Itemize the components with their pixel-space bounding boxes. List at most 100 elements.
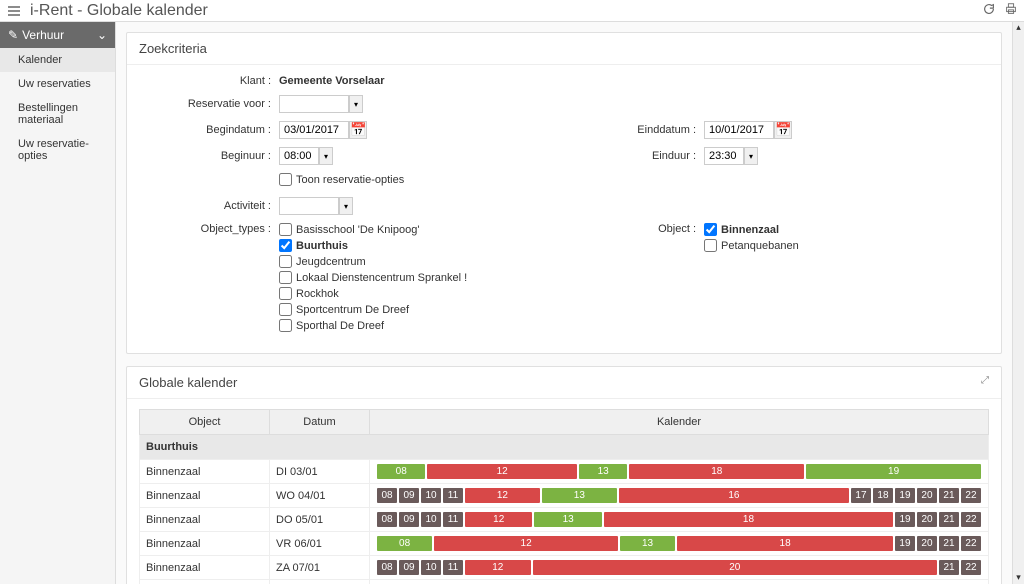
scrollbar[interactable]: ▴ ▾ — [1012, 22, 1024, 584]
einduur-dd-btn[interactable]: ▾ — [744, 147, 758, 165]
beginuur-dd-btn[interactable]: ▾ — [319, 147, 333, 165]
scroll-down-icon[interactable]: ▾ — [1013, 572, 1024, 584]
object-type-label-3: Lokaal Dienstencentrum Sprankel ! — [296, 272, 467, 284]
time-slot[interactable]: 10 — [421, 488, 441, 503]
sidebar-item-0[interactable]: Kalender — [0, 48, 115, 72]
col-kalender: Kalender — [370, 410, 989, 435]
beginuur-label: Beginuur : — [139, 150, 279, 162]
time-slot[interactable]: 21 — [939, 488, 959, 503]
object-checkbox-0[interactable] — [704, 223, 717, 236]
einddatum-input[interactable] — [704, 121, 774, 139]
time-slot[interactable]: 22 — [961, 488, 981, 503]
time-slot[interactable]: 20 — [533, 560, 938, 575]
toon-opties-checkbox[interactable] — [279, 173, 292, 186]
time-slot[interactable]: 10 — [421, 512, 441, 527]
time-slot[interactable]: 08 — [377, 536, 432, 551]
time-slot[interactable]: 20 — [917, 536, 937, 551]
col-datum: Datum — [270, 410, 370, 435]
object-type-label-2: Jeugdcentrum — [296, 256, 366, 268]
reservatie-input[interactable] — [279, 95, 349, 113]
print-icon[interactable] — [1004, 2, 1018, 19]
time-slot[interactable]: 18 — [629, 464, 804, 479]
row-date: ZO 08/01 — [270, 580, 370, 584]
time-slot[interactable]: 18 — [677, 536, 893, 551]
time-slot[interactable]: 08 — [377, 488, 397, 503]
beginuur-input[interactable] — [279, 147, 319, 165]
time-slot[interactable]: 19 — [895, 488, 915, 503]
activiteit-input[interactable] — [279, 197, 339, 215]
sidebar-item-3[interactable]: Uw reservatie-opties — [0, 132, 115, 168]
object-type-label-1: Buurthuis — [296, 240, 348, 252]
time-slot[interactable]: 19 — [895, 512, 915, 527]
scroll-up-icon[interactable]: ▴ — [1013, 22, 1024, 34]
time-slot[interactable]: 13 — [542, 488, 617, 503]
time-slot[interactable]: 13 — [534, 512, 601, 527]
time-slot[interactable]: 18 — [873, 488, 893, 503]
time-slot[interactable]: 18 — [604, 512, 893, 527]
object-label-0: Binnenzaal — [721, 224, 779, 236]
time-slot[interactable]: 08 — [377, 512, 397, 527]
object-label: Object : — [564, 223, 704, 255]
klant-value: Gemeente Vorselaar — [279, 75, 385, 87]
time-slot[interactable]: 21 — [939, 560, 959, 575]
row-slots: 0809101112131819202122 — [370, 508, 989, 532]
object-type-checkbox-3[interactable] — [279, 271, 292, 284]
row-object: Binnenzaal — [140, 460, 270, 484]
calendar-row: BinnenzaalDI 03/01 0812131819 — [140, 460, 989, 484]
time-slot[interactable]: 20 — [917, 488, 937, 503]
reservatie-dropdown-btn[interactable]: ▾ — [349, 95, 363, 113]
time-slot[interactable]: 08 — [377, 560, 397, 575]
row-slots: 0812131819202122 — [370, 532, 989, 556]
sidebar-section-verhuur[interactable]: ✎ Verhuur ⌄ — [0, 22, 115, 48]
einduur-input[interactable] — [704, 147, 744, 165]
time-slot[interactable]: 08 — [377, 464, 425, 479]
time-slot[interactable]: 11 — [443, 488, 463, 503]
begindatum-cal-btn[interactable]: 📅 — [349, 121, 367, 139]
time-slot[interactable]: 09 — [399, 488, 419, 503]
object-type-checkbox-5[interactable] — [279, 303, 292, 316]
object-type-checkbox-6[interactable] — [279, 319, 292, 332]
time-slot[interactable]: 13 — [620, 536, 675, 551]
time-slot[interactable]: 21 — [939, 536, 959, 551]
time-slot[interactable]: 13 — [579, 464, 627, 479]
time-slot[interactable]: 19 — [895, 536, 915, 551]
time-slot[interactable]: 12 — [465, 488, 540, 503]
einddatum-cal-btn[interactable]: 📅 — [774, 121, 792, 139]
time-slot[interactable]: 22 — [961, 560, 981, 575]
calendar-row: BinnenzaalZA 07/010809101112202122 — [140, 556, 989, 580]
row-object: Binnenzaal — [140, 532, 270, 556]
time-slot[interactable]: 09 — [399, 512, 419, 527]
object-checkbox-1[interactable] — [704, 239, 717, 252]
sidebar-item-1[interactable]: Uw reservaties — [0, 72, 115, 96]
time-slot[interactable]: 09 — [399, 560, 419, 575]
activiteit-dd-btn[interactable]: ▾ — [339, 197, 353, 215]
object-label-1: Petanquebanen — [721, 240, 799, 252]
time-slot[interactable]: 16 — [619, 488, 849, 503]
time-slot[interactable]: 22 — [961, 536, 981, 551]
object-type-checkbox-2[interactable] — [279, 255, 292, 268]
row-date: DI 03/01 — [270, 460, 370, 484]
refresh-icon[interactable] — [982, 2, 996, 19]
object-type-label-0: Basisschool 'De Knipoog' — [296, 224, 419, 236]
object-type-checkbox-1[interactable] — [279, 239, 292, 252]
time-slot[interactable]: 20 — [917, 512, 937, 527]
expand-icon[interactable]: ⤢ — [981, 375, 989, 390]
time-slot[interactable]: 19 — [806, 464, 981, 479]
sidebar-item-2[interactable]: Bestellingen materiaal — [0, 96, 115, 132]
sidebar: ✎ Verhuur ⌄ KalenderUw reservatiesBestel… — [0, 22, 116, 584]
time-slot[interactable]: 12 — [434, 536, 618, 551]
object-type-checkbox-4[interactable] — [279, 287, 292, 300]
time-slot[interactable]: 12 — [465, 560, 531, 575]
object-type-label-6: Sporthal De Dreef — [296, 320, 384, 332]
menu-icon[interactable] — [6, 3, 22, 19]
time-slot[interactable]: 17 — [851, 488, 871, 503]
time-slot[interactable]: 10 — [421, 560, 441, 575]
time-slot[interactable]: 12 — [427, 464, 577, 479]
time-slot[interactable]: 11 — [443, 560, 463, 575]
begindatum-input[interactable] — [279, 121, 349, 139]
time-slot[interactable]: 11 — [443, 512, 463, 527]
time-slot[interactable]: 21 — [939, 512, 959, 527]
object-type-checkbox-0[interactable] — [279, 223, 292, 236]
time-slot[interactable]: 12 — [465, 512, 532, 527]
time-slot[interactable]: 22 — [961, 512, 981, 527]
